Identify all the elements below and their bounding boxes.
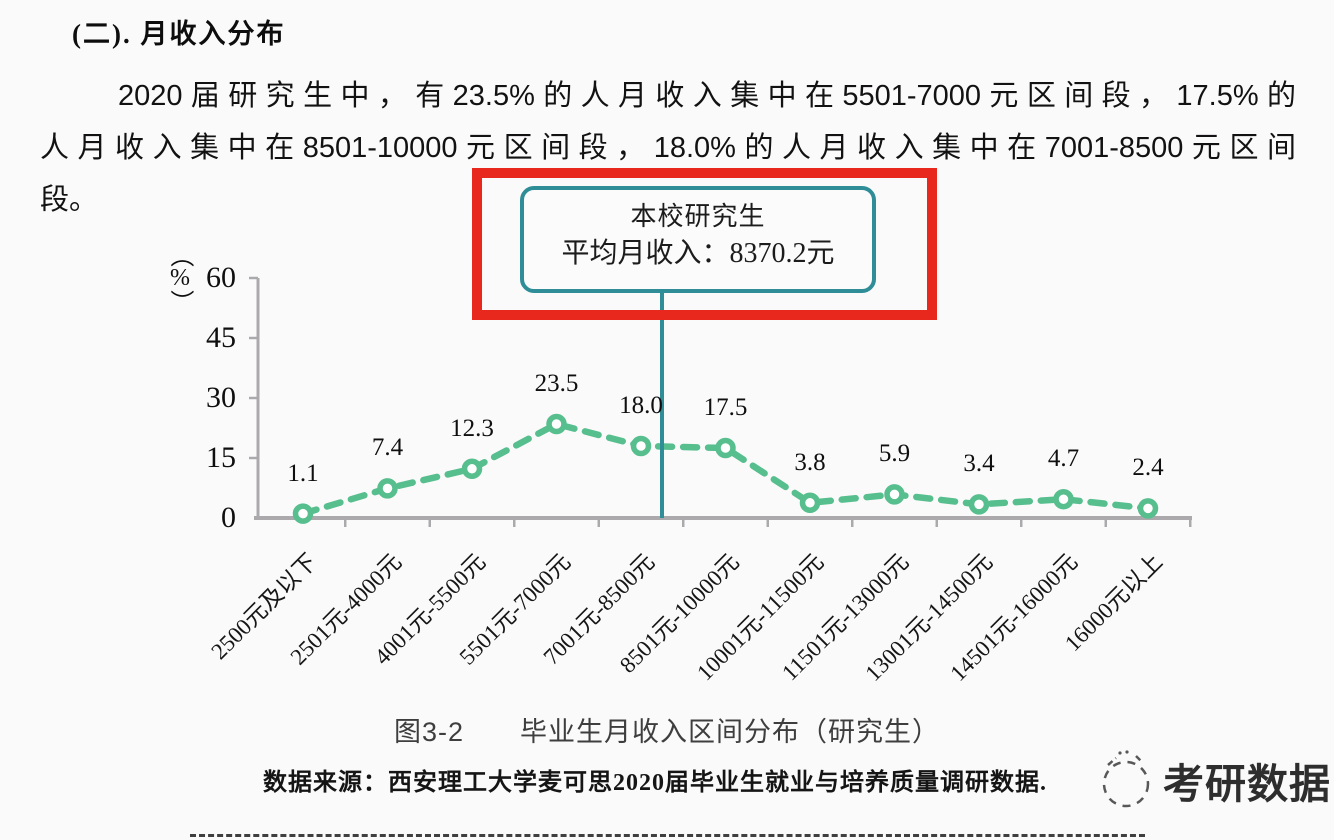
red-highlight-rectangle (472, 168, 937, 320)
bottom-divider (190, 834, 1145, 837)
data-point-marker (968, 494, 990, 515)
data-point-label: 18.0 (619, 392, 663, 419)
y-axis-unit-char: ） (167, 289, 194, 314)
paragraph-line-2: 人月收入集中在8501-10000元区间段，18.0%的人月收入集中在7001-… (40, 132, 1296, 164)
data-point-marker (377, 478, 398, 499)
data-point-label: 23.5 (534, 370, 579, 397)
series-dashed-line (299, 420, 1152, 517)
y-axis-tick-label: 15 (206, 441, 236, 474)
data-point-marker (630, 435, 652, 457)
data-point-marker (461, 458, 483, 480)
y-axis-tick-label: 45 (206, 321, 236, 354)
paragraph-line-1: 2020届研究生中，有23.5%的人月收入集中在5501-7000元区间段，17… (118, 80, 1296, 112)
data-point-label: 17.5 (703, 394, 748, 421)
data-point-label: 1.1 (287, 459, 319, 487)
watermark-text: 考研数据 (1163, 761, 1331, 807)
data-point-label: 3.8 (794, 448, 826, 476)
data-point-marker (799, 492, 821, 514)
data-point-label: 4.7 (1047, 445, 1080, 473)
average-income-callout: 本校研究生 平均月收入：8370.2元 (520, 186, 876, 293)
y-axis-tick-label: 0 (221, 501, 236, 534)
data-point-label: 12.3 (450, 414, 494, 442)
data-point-marker (546, 413, 567, 435)
y-axis-unit-char: （ (167, 243, 194, 268)
y-axis-tick-label: 30 (206, 381, 236, 414)
data-point-marker (715, 437, 736, 459)
data-point-label: 5.9 (878, 440, 911, 468)
watermark: 考研数据 (1093, 748, 1331, 812)
data-point-marker (1137, 498, 1159, 519)
data-point-label: 7.4 (371, 434, 404, 462)
data-point-label: 3.4 (963, 450, 995, 478)
callout-line1: 本校研究生 (630, 202, 766, 231)
data-point-marker (884, 484, 905, 505)
figure-caption: 图3-2 毕业生月收入区间分布（研究生） (393, 717, 941, 747)
data-point-marker (1053, 488, 1074, 510)
callout-line2: 平均月收入：8370.2元 (561, 238, 835, 269)
y-axis-unit-char: % (170, 265, 190, 291)
section-heading: (二). 月收入分布 (72, 19, 286, 49)
paragraph-line-3: 段。 (40, 184, 99, 216)
y-axis-tick-label: 60 (206, 261, 236, 294)
data-point-label: 2.4 (1132, 454, 1164, 482)
data-source-note: 数据来源：西安理工大学麦可思2020届毕业生就业与培养质量调研数据. (263, 770, 1047, 796)
cat-logo-icon (1102, 750, 1150, 808)
body-paragraph: 2020届研究生中，有23.5%的人月收入集中在5501-7000元区间段，17… (40, 70, 1296, 226)
y-axis-unit-label: （%） (162, 244, 198, 314)
data-point-marker (292, 503, 314, 524)
